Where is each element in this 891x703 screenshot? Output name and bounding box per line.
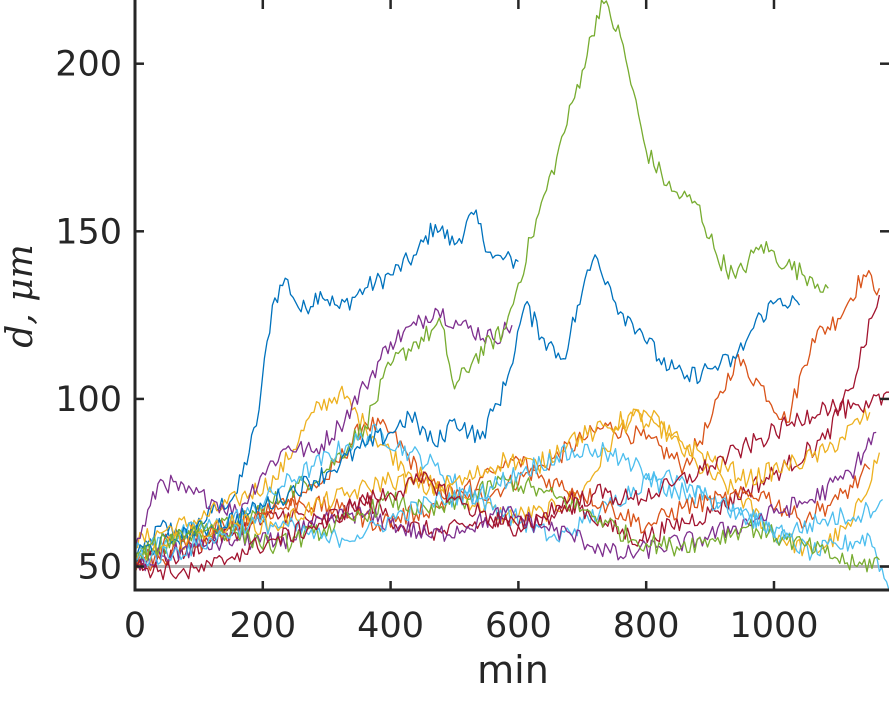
- series-line-14: [135, 391, 889, 581]
- series-line-5: [135, 0, 829, 558]
- x-tick-label: 800: [613, 606, 680, 646]
- x-tick-label: 600: [485, 606, 552, 646]
- y-axis-label: d, μm: [0, 244, 41, 347]
- x-tick-label: 0: [124, 606, 146, 646]
- series-line-4: [135, 307, 513, 550]
- axes-frame: [133, 0, 889, 592]
- y-tick-label: 50: [77, 548, 122, 588]
- series-layer: [135, 0, 889, 590]
- x-tick-label: 1000: [729, 606, 818, 646]
- axis-lines: [133, 0, 889, 592]
- series-line-10: [135, 407, 871, 565]
- series-line-13: [135, 442, 884, 567]
- x-tick-label: 400: [357, 606, 424, 646]
- series-line-12: [135, 473, 880, 573]
- series-line-9: [135, 455, 871, 574]
- y-tick-label: 100: [55, 380, 122, 420]
- x-axis-label: min: [477, 648, 549, 692]
- labels-layer: 0 200 400 600 800 1000 50 100 150 200: [55, 45, 818, 646]
- y-tick-label: 200: [55, 45, 122, 85]
- x-tick-label: 200: [229, 606, 296, 646]
- series-line-8: [135, 254, 801, 556]
- y-tick-label: 150: [55, 212, 122, 252]
